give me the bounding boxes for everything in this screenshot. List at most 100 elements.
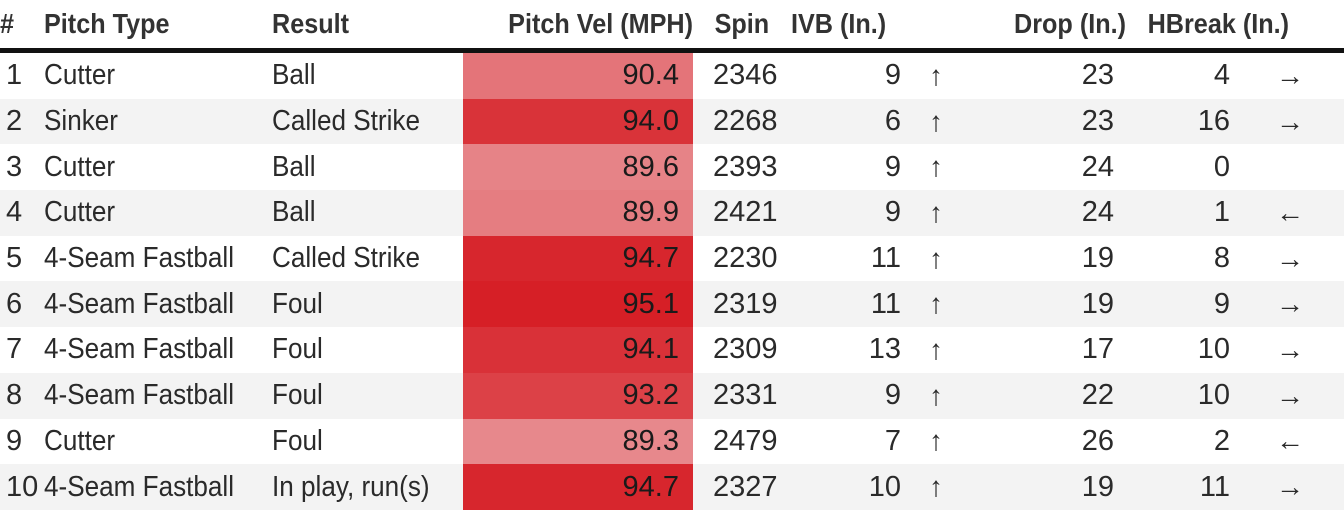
result-cell-text: Foul bbox=[272, 379, 323, 412]
spin-cell: 2230 bbox=[693, 235, 791, 282]
ivb-arrow-icon: ↑ bbox=[911, 235, 962, 282]
velocity-cell: 94.0 bbox=[463, 98, 693, 145]
result-cell-text: Called Strike bbox=[272, 105, 420, 138]
drop-value: 19 bbox=[961, 281, 1127, 328]
hbreak-arrow-icon: → bbox=[1236, 235, 1344, 282]
result-cell-text: Foul bbox=[272, 333, 323, 366]
spin-cell: 2309 bbox=[693, 327, 791, 373]
result-cell: Foul bbox=[272, 418, 463, 465]
result-cell-text: Ball bbox=[272, 59, 316, 92]
pitch-type-cell-text: Cutter bbox=[44, 424, 116, 457]
header-row: # Pitch Type Result Pitch Vel (MPH) Spin… bbox=[0, 0, 1344, 53]
table-row[interactable]: 1 Cutter Ball 90.4 2346 9 ↑ 23 4 → bbox=[0, 50, 1344, 99]
spin-cell: 2421 bbox=[693, 190, 791, 236]
result-cell-text: Ball bbox=[272, 196, 316, 229]
result-cell-text: Foul bbox=[272, 424, 323, 457]
hbreak-arrow-icon: ← bbox=[1236, 418, 1344, 465]
col-header-result[interactable]: Result bbox=[272, 0, 444, 53]
hbreak-value: 16 bbox=[1126, 98, 1237, 145]
table-row[interactable]: 9 Cutter Foul 89.3 2479 7 ↑ 26 2 ← bbox=[0, 418, 1344, 465]
col-header-pitch-type[interactable]: Pitch Type bbox=[44, 0, 250, 53]
col-header-ivb[interactable]: IVB (In.) bbox=[791, 0, 945, 53]
col-header-velocity[interactable]: Pitch Vel (MPH) bbox=[486, 0, 693, 53]
hbreak-arrow-icon: → bbox=[1236, 464, 1344, 510]
hbreak-arrow-icon: → bbox=[1236, 372, 1344, 419]
hbreak-arrow-icon: → bbox=[1236, 50, 1344, 99]
pitch-type-cell-text: 4-Seam Fastball bbox=[44, 470, 235, 503]
row-number: 10 bbox=[0, 464, 44, 510]
velocity-cell: 89.9 bbox=[463, 190, 693, 236]
velocity-cell: 94.7 bbox=[463, 235, 693, 282]
ivb-arrow-icon: ↑ bbox=[911, 190, 962, 236]
hbreak-arrow-icon: → bbox=[1236, 281, 1344, 328]
table-row[interactable]: 3 Cutter Ball 89.6 2393 9 ↑ 24 0 bbox=[0, 144, 1344, 191]
table-row[interactable]: 8 4-Seam Fastball Foul 93.2 2331 9 ↑ 22 10 → bbox=[0, 372, 1344, 419]
pitch-type-cell-text: Cutter bbox=[44, 59, 116, 92]
ivb-arrow-icon: ↑ bbox=[911, 327, 962, 373]
row-number: 7 bbox=[0, 327, 44, 373]
hbreak-value: 9 bbox=[1126, 281, 1237, 328]
table-row[interactable]: 4 Cutter Ball 89.9 2421 9 ↑ 24 1 ← bbox=[0, 190, 1344, 236]
table-row[interactable]: 10 4-Seam Fastball In play, run(s) 94.7 2327… bbox=[0, 464, 1344, 510]
hbreak-value: 10 bbox=[1126, 327, 1237, 373]
ivb-value: 11 bbox=[791, 235, 911, 282]
result-cell: Ball bbox=[272, 144, 463, 191]
pitch-type-cell-text: 4-Seam Fastball bbox=[44, 287, 235, 320]
result-cell: Called Strike bbox=[272, 235, 463, 282]
ivb-value: 13 bbox=[791, 327, 911, 373]
result-cell-text: Foul bbox=[272, 287, 323, 320]
ivb-arrow-icon: ↑ bbox=[911, 372, 962, 419]
ivb-value: 7 bbox=[791, 418, 911, 465]
drop-value: 19 bbox=[961, 464, 1127, 510]
col-header-drop[interactable]: Drop (In.) bbox=[977, 0, 1127, 53]
velocity-cell: 89.6 bbox=[463, 144, 693, 191]
spin-cell: 2346 bbox=[693, 50, 791, 99]
col-header-num[interactable]: # bbox=[0, 0, 40, 53]
row-number: 2 bbox=[0, 98, 44, 145]
result-cell-text: Ball bbox=[272, 150, 316, 183]
col-header-hbreak[interactable]: HBreak (In.) bbox=[1126, 0, 1323, 53]
pitch-type-cell: Cutter bbox=[44, 144, 272, 191]
ivb-arrow-icon: ↑ bbox=[911, 98, 962, 145]
ivb-arrow-icon: ↑ bbox=[911, 281, 962, 328]
velocity-cell: 94.7 bbox=[463, 464, 693, 510]
result-cell: Ball bbox=[272, 190, 463, 236]
pitch-type-cell: 4-Seam Fastball bbox=[44, 464, 272, 510]
pitch-type-cell: 4-Seam Fastball bbox=[44, 235, 272, 282]
drop-value: 23 bbox=[961, 50, 1127, 99]
table-row[interactable]: 2 Sinker Called Strike 94.0 2268 6 ↑ 23 16 → bbox=[0, 98, 1344, 145]
hbreak-value: 0 bbox=[1126, 144, 1237, 191]
table-row[interactable]: 7 4-Seam Fastball Foul 94.1 2309 13 ↑ 17 10 → bbox=[0, 327, 1344, 373]
ivb-value: 9 bbox=[791, 50, 911, 99]
row-number: 8 bbox=[0, 372, 44, 419]
hbreak-value: 11 bbox=[1126, 464, 1237, 510]
spin-cell: 2327 bbox=[693, 464, 791, 510]
result-cell: Foul bbox=[272, 281, 463, 328]
table-row[interactable]: 5 4-Seam Fastball Called Strike 94.7 2230 11 ↑… bbox=[0, 235, 1344, 282]
velocity-cell: 94.1 bbox=[463, 327, 693, 373]
velocity-cell: 90.4 bbox=[463, 50, 693, 99]
table-row[interactable]: 6 4-Seam Fastball Foul 95.1 2319 11 ↑ 19 9 → bbox=[0, 281, 1344, 328]
ivb-value: 6 bbox=[791, 98, 911, 145]
pitch-type-cell: 4-Seam Fastball bbox=[44, 372, 272, 419]
result-cell: Foul bbox=[272, 372, 463, 419]
spin-cell: 2479 bbox=[693, 418, 791, 465]
pitch-type-cell: Cutter bbox=[44, 50, 272, 99]
spin-cell: 2331 bbox=[693, 372, 791, 419]
hbreak-arrow-icon: → bbox=[1236, 327, 1344, 373]
spin-cell: 2393 bbox=[693, 144, 791, 191]
ivb-value: 9 bbox=[791, 372, 911, 419]
pitch-type-cell: Cutter bbox=[44, 190, 272, 236]
pitch-type-cell-text: Sinker bbox=[44, 105, 118, 138]
drop-value: 26 bbox=[961, 418, 1127, 465]
spin-cell: 2319 bbox=[693, 281, 791, 328]
hbreak-value: 2 bbox=[1126, 418, 1237, 465]
col-header-spin[interactable]: Spin bbox=[693, 0, 782, 53]
row-number: 4 bbox=[0, 190, 44, 236]
pitch-type-cell: Cutter bbox=[44, 418, 272, 465]
spin-cell: 2268 bbox=[693, 98, 791, 145]
drop-value: 24 bbox=[961, 144, 1127, 191]
ivb-value: 9 bbox=[791, 190, 911, 236]
row-number: 5 bbox=[0, 235, 44, 282]
